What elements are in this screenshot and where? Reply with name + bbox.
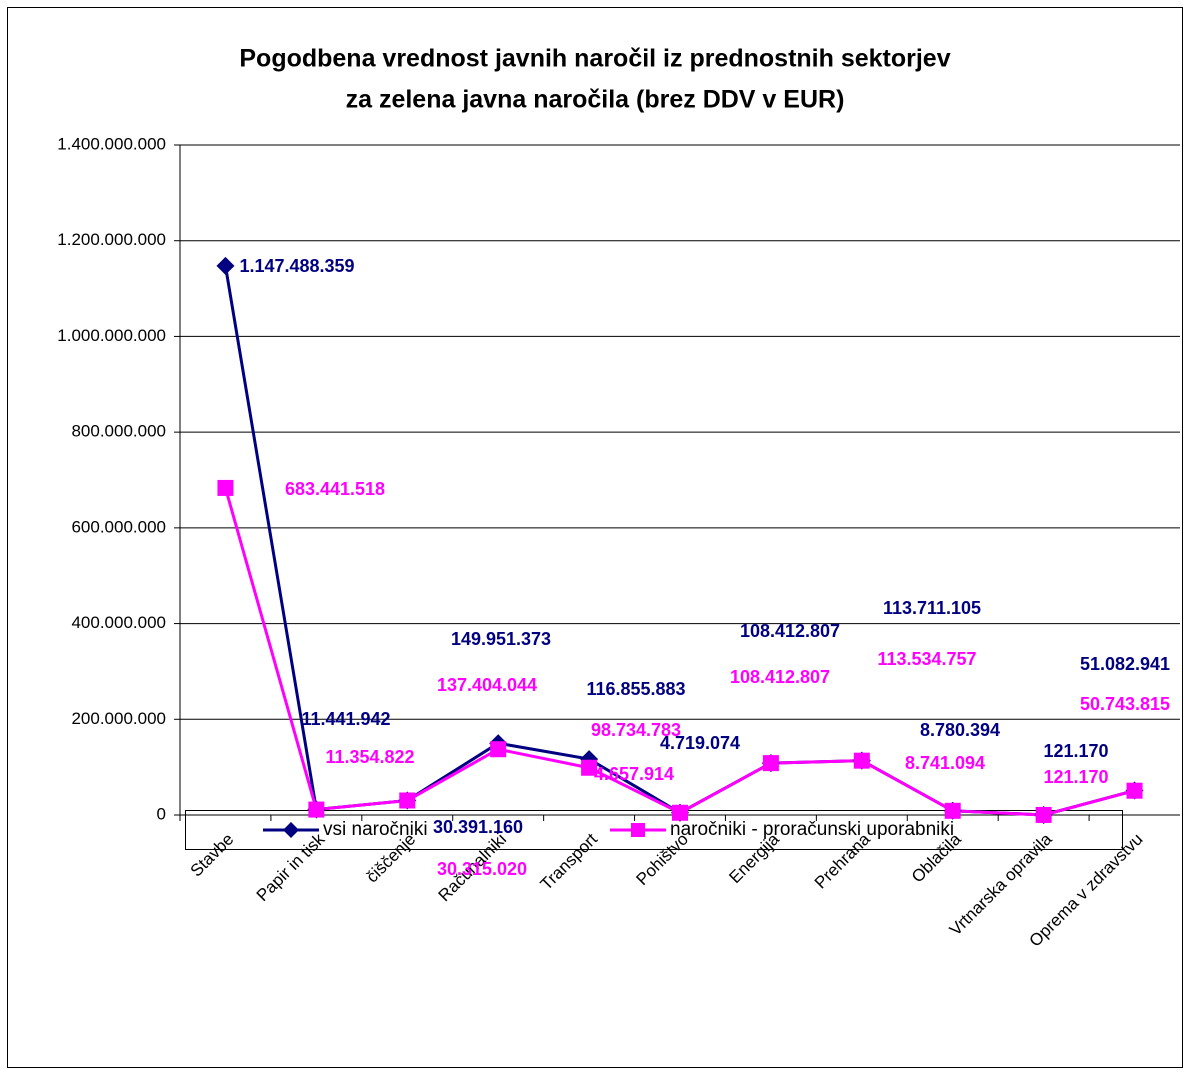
data-label: 108.412.807 xyxy=(740,621,840,641)
data-label: 98.734.783 xyxy=(591,720,681,740)
y-tick-label: 800.000.000 xyxy=(71,422,166,441)
y-tick-label: 400.000.000 xyxy=(71,613,166,632)
marker xyxy=(216,256,235,275)
legend-marker xyxy=(631,823,645,837)
data-label: 137.404.044 xyxy=(437,675,537,695)
chart-frame xyxy=(7,7,1183,1068)
y-tick-label: 1.000.000.000 xyxy=(57,326,166,345)
marker xyxy=(490,741,507,758)
legend-label: vsi naročniki xyxy=(323,819,428,840)
data-label: 8.780.394 xyxy=(920,720,1000,740)
data-label: 149.951.373 xyxy=(451,629,551,649)
data-label: 4.719.074 xyxy=(660,733,740,753)
data-label: 683.441.518 xyxy=(285,479,385,499)
chart-title: za zelena javna naročila (brez DDV v EUR… xyxy=(346,86,845,114)
y-tick-label: 1.200.000.000 xyxy=(57,230,166,249)
data-label: 11.354.822 xyxy=(325,747,414,767)
data-label: 108.412.807 xyxy=(730,667,830,687)
data-label: 121.170 xyxy=(1043,767,1108,787)
data-label: 116.855.883 xyxy=(586,679,685,699)
marker xyxy=(217,479,234,496)
marker xyxy=(853,752,870,769)
marker xyxy=(1126,782,1143,799)
marker xyxy=(1035,806,1052,823)
y-tick-label: 600.000.000 xyxy=(71,517,166,536)
data-label: 50.743.815 xyxy=(1080,694,1170,714)
data-label: 4.657.914 xyxy=(594,764,674,784)
marker xyxy=(399,792,416,809)
legend-marker xyxy=(283,822,299,838)
data-label: 113.711.105 xyxy=(883,598,981,618)
y-tick-label: 1.400.000.000 xyxy=(57,134,166,153)
marker xyxy=(762,755,779,772)
marker xyxy=(308,801,325,818)
data-label: 1.147.488.359 xyxy=(239,256,354,276)
data-label: 11.441.942 xyxy=(301,709,390,729)
marker xyxy=(944,802,961,819)
data-label: 8.741.094 xyxy=(905,753,985,773)
data-label: 30.391.160 xyxy=(433,817,523,837)
data-label: 113.534.757 xyxy=(877,649,976,669)
y-tick-label: 200.000.000 xyxy=(71,709,166,728)
data-label: 51.082.941 xyxy=(1080,654,1170,674)
chart-title: Pogodbena vrednost javnih naročil iz pre… xyxy=(239,45,950,73)
data-label: 121.170 xyxy=(1043,741,1108,761)
legend-label: naročniki - proračunski uporabniki xyxy=(670,819,954,840)
data-label: 30.315.020 xyxy=(437,859,527,879)
marker xyxy=(581,759,598,776)
marker xyxy=(672,804,688,821)
y-tick-label: 0 xyxy=(157,804,166,823)
